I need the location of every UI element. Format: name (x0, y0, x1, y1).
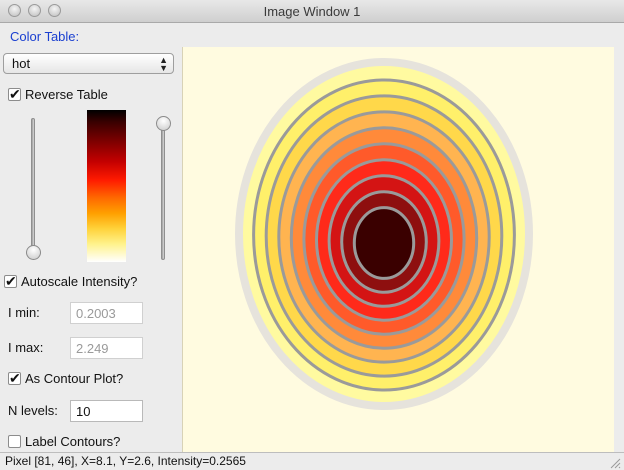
reverse-table-checkbox[interactable]: ✔ (8, 86, 21, 102)
checkmark-icon: ✔ (5, 273, 17, 289)
zoom-button[interactable] (48, 4, 61, 17)
autoscale-label: Autoscale Intensity? (21, 274, 138, 289)
high-slider-knob[interactable] (156, 116, 171, 131)
checkmark-icon: ✔ (9, 86, 21, 102)
color-table-value: hot (12, 56, 31, 71)
high-slider-track[interactable] (161, 124, 165, 260)
window-title: Image Window 1 (263, 4, 361, 19)
contour-level-10 (352, 206, 416, 280)
colorbar (87, 110, 126, 262)
status-bar: Pixel [81, 46], X=8.1, Y=2.6, Intensity=… (0, 452, 624, 470)
close-button[interactable] (8, 4, 21, 17)
contour-halo (235, 58, 533, 410)
color-table-label: Color Table: (10, 29, 80, 44)
nlevels-label: N levels: (8, 403, 58, 418)
status-text: Pixel [81, 46], X=8.1, Y=2.6, Intensity=… (5, 454, 246, 468)
minimize-button[interactable] (28, 4, 41, 17)
imax-label: I max: (8, 340, 44, 355)
reverse-table-label: Reverse Table (25, 87, 108, 102)
contour-checkbox[interactable]: ✔ (8, 370, 21, 386)
low-slider-track[interactable] (31, 118, 35, 258)
low-slider-knob[interactable] (26, 245, 41, 260)
contour-label: As Contour Plot? (25, 371, 124, 386)
select-arrows-icon: ▲ ▼ (159, 55, 168, 73)
contour-plot[interactable] (183, 47, 614, 452)
nlevels-field[interactable]: 10 (70, 400, 143, 422)
title-bar[interactable]: Image Window 1 (0, 0, 624, 23)
imin-label: I min: (8, 305, 40, 320)
color-table-select[interactable]: hot ▲ ▼ (3, 53, 174, 74)
image-panel[interactable] (182, 47, 614, 452)
label-contours-checkbox[interactable] (8, 435, 21, 448)
imax-field[interactable]: 2.249 (70, 337, 143, 359)
autoscale-checkbox[interactable]: ✔ (4, 273, 17, 289)
imin-field[interactable]: 0.2003 (70, 302, 143, 324)
label-contours-label: Label Contours? (25, 434, 121, 449)
checkmark-icon: ✔ (9, 370, 21, 386)
resize-grip-icon[interactable] (610, 458, 621, 469)
